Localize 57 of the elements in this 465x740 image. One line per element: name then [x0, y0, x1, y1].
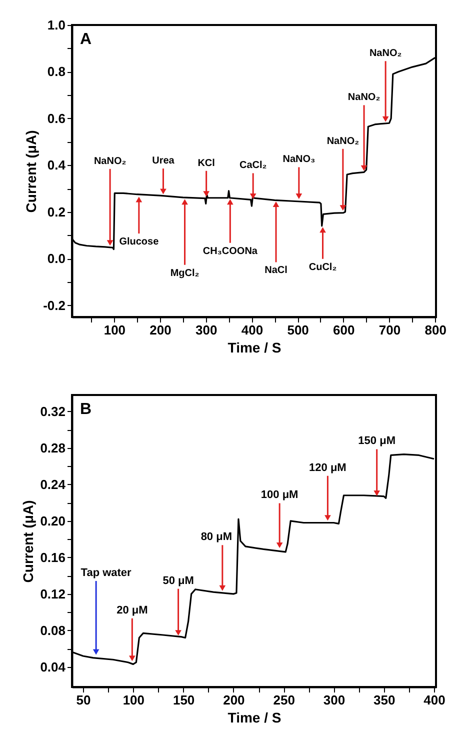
y-tick-label: 0.12 [40, 586, 66, 602]
annotation: NaNO₂ [369, 48, 402, 60]
x-tick-label: 50 [76, 692, 91, 708]
x-tick-label: 250 [273, 692, 295, 708]
y-tick-label: 0.4 [47, 158, 66, 173]
x-tick-label: 700 [378, 322, 401, 338]
annotation: 20 μM [116, 604, 148, 616]
x-tick-label: 600 [333, 322, 355, 338]
y-tick-label: 0.08 [40, 622, 66, 638]
annotation: NaNO₂ [348, 92, 380, 104]
y-tick-label: 1.0 [47, 18, 66, 32]
annotation: Urea [152, 156, 175, 167]
x-tick-label: 300 [323, 692, 346, 708]
annotation: NaNO₂ [94, 156, 126, 167]
annotation: Glucose [119, 236, 160, 248]
x-tick-label: 400 [241, 322, 264, 338]
y-tick-label: 0.04 [40, 659, 66, 674]
x-tick-label: 500 [287, 322, 309, 338]
annotation: 100 μM [260, 489, 298, 502]
y-tick-label: 0.28 [40, 440, 66, 456]
chart-title: B [80, 401, 92, 418]
x-tick-label: 800 [424, 322, 446, 338]
y-axis-title: Current (μA) [20, 500, 36, 583]
x-tick-label: 350 [374, 692, 396, 708]
y-axis-title: Current (μA) [23, 130, 40, 213]
y-tick-label: 0.6 [47, 110, 66, 126]
x-tick-label: 300 [196, 322, 218, 338]
chart-title: A [80, 31, 92, 48]
x-axis-title: Time / S [228, 340, 282, 356]
y-tick-label: 0.16 [40, 550, 66, 565]
y-tick-label: 0.8 [47, 64, 66, 80]
annotation: 150 μM [358, 435, 396, 448]
y-tick-label: 0.2 [47, 204, 66, 220]
annotation: NaCl [264, 265, 288, 276]
y-tick-label: 0.24 [40, 476, 66, 492]
x-tick-label: 400 [424, 692, 446, 708]
y-tick-label: 0.0 [47, 251, 66, 266]
annotation: CuCl₂ [308, 262, 337, 273]
x-tick-label: 100 [122, 692, 145, 708]
y-tick-label: -0.2 [43, 298, 66, 313]
x-tick-label: 100 [104, 322, 126, 338]
annotation: KCl [198, 158, 216, 169]
annotation: 80 μM [200, 531, 232, 544]
annotation: NaNO₃ [282, 154, 316, 166]
annotation: CaCl₂ [239, 160, 267, 172]
annotation: 50 μM [162, 574, 194, 587]
x-tick-label: 200 [150, 322, 172, 338]
annotation: NaNO₂ [326, 136, 360, 147]
annotation: CH₃COONa [202, 246, 258, 257]
x-tick-label: 200 [223, 692, 245, 708]
x-axis-title: Time / S [228, 710, 282, 726]
annotation: MgCl₂ [170, 268, 200, 279]
annotation: Tap water [80, 566, 132, 579]
x-tick-label: 150 [172, 692, 195, 708]
annotation: 120 μM [309, 462, 346, 474]
y-tick-label: 0.20 [40, 513, 66, 528]
y-tick-label: 0.32 [40, 404, 66, 419]
